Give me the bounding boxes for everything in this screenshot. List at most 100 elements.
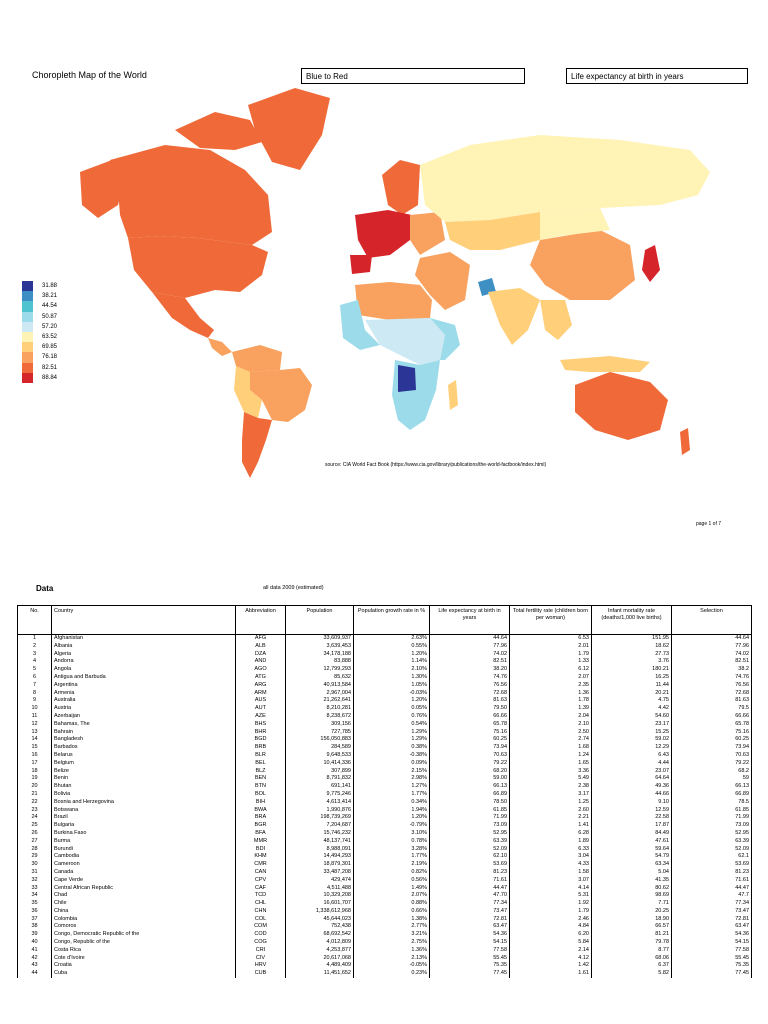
table-cell: 29 [17, 853, 52, 862]
legend-label: 57.20 [42, 323, 58, 330]
table-cell: 74.76 [671, 673, 752, 682]
table-cell: 1.30% [353, 673, 430, 682]
table-cell: 81.23 [671, 868, 752, 877]
table-cell: 10,414,336 [285, 759, 354, 768]
table-cell: 77.34 [429, 900, 510, 908]
data-note: all data 2009 (estimated) [263, 585, 324, 591]
table-cell: 180.21 [591, 666, 672, 674]
table-cell: 26 [17, 829, 52, 838]
table-cell: Argentina [51, 681, 236, 690]
table-cell: 3.07 [509, 876, 592, 885]
legend-item: 63.52 [22, 331, 57, 343]
table-cell: 1.61 [509, 970, 592, 979]
table-row: 12 Bahamas, The BHS 309,156 0.54% 65.78 2.10 23… [17, 720, 752, 729]
table-cell: 727,785 [285, 728, 354, 737]
table-cell: 36 [17, 907, 52, 916]
table-cell: 2.77% [353, 923, 430, 932]
table-row: 42 Cote d'Ivoire CIV 20,617,068 2.13% 55.45 4.… [17, 954, 752, 963]
legend-item: 88.84 [22, 372, 57, 383]
table-cell: 1.77% [353, 790, 430, 799]
legend-label: 50.87 [42, 313, 58, 320]
table-cell: Croatia [51, 962, 236, 971]
table-cell: 12,799,293 [285, 666, 354, 674]
table-cell: 74.02 [429, 650, 510, 659]
table-cell: 0.38% [353, 744, 430, 752]
column-header: Selection [671, 605, 752, 635]
table-cell: COG [235, 939, 286, 947]
table-cell: 7.71 [591, 900, 672, 908]
table-cell: 9 [17, 697, 52, 706]
table-cell: CAN [235, 868, 286, 877]
data-heading: Data [36, 584, 54, 593]
table-cell: 59.02 [591, 736, 672, 745]
table-cell: 27 [17, 837, 52, 846]
table-cell: DZA [235, 650, 286, 659]
map-region-japan [642, 245, 660, 282]
table-cell: AGO [235, 666, 286, 674]
table-cell: 8,988,091 [285, 845, 354, 854]
table-cell: 81.63 [429, 697, 510, 706]
table-cell: 9,775,246 [285, 790, 354, 799]
table-cell: 15.25 [591, 728, 672, 737]
table-row: 19 Benin BEN 8,791,832 2.98% 59.00 5.49 64.64 59 [17, 775, 752, 784]
table-cell: Andorra [51, 658, 236, 667]
table-cell: 80.62 [591, 884, 672, 893]
legend-swatch [22, 301, 33, 312]
table-cell: 1.36% [353, 946, 430, 955]
table-cell: 76.56 [671, 681, 752, 690]
table-cell: 64.64 [591, 775, 672, 784]
table-cell: AND [235, 658, 286, 667]
legend-item: 31.88 [22, 281, 58, 292]
table-cell: BEN [235, 775, 286, 784]
table-cell: KHM [235, 853, 286, 862]
table-cell: HRV [235, 962, 286, 971]
map-region-north-africa [355, 282, 432, 320]
map-region-russia [420, 135, 710, 222]
table-row: 8 Armenia ARM 2,967,004 -0.03% 72.68 1.36 20.21… [17, 689, 752, 698]
table-cell: AUS [235, 697, 286, 706]
table-cell: 0.78% [353, 837, 430, 846]
table-row: 15 Barbados BRB 284,589 0.38% 73.94 1.68 12.29 7… [17, 744, 752, 752]
table-cell: 18.90 [591, 915, 672, 924]
table-cell: 63.39 [429, 837, 510, 846]
table-cell: 4,489,409 [285, 962, 354, 971]
table-cell: 5.49 [509, 775, 592, 784]
table-row: 18 Belize BLZ 307,899 2.15% 68.20 3.36 23.07 68.… [17, 767, 752, 776]
table-cell: Burma [51, 837, 236, 846]
table-cell: 16,601,707 [285, 900, 354, 908]
table-cell: 73.47 [429, 907, 510, 916]
table-cell: BHS [235, 720, 286, 729]
map-region-west-africa [340, 300, 380, 350]
table-cell: Chile [51, 900, 236, 908]
table-row: 14 Bangladesh BGD 156,050,883 1.29% 60.25 2.74… [17, 736, 752, 745]
table-cell: 65.78 [429, 720, 510, 729]
table-cell: 23 [17, 806, 52, 815]
table-cell: 77.45 [429, 970, 510, 979]
table-cell: BGR [235, 822, 286, 830]
map-region-indonesia [560, 356, 650, 372]
table-cell: Bosnia and Herzegovina [51, 798, 236, 807]
legend-item: 76.18 [22, 352, 57, 363]
legend-item: 38.21 [22, 291, 57, 302]
table-cell: 54.79 [591, 853, 672, 862]
table-cell: 54.15 [429, 939, 510, 947]
table-cell: 2.01 [509, 642, 592, 651]
table-cell: 74.02 [671, 650, 752, 659]
table-cell: 2.75% [353, 939, 430, 947]
variable-field[interactable]: Life expectancy at birth in years [566, 68, 748, 84]
legend-label: 31.88 [42, 283, 58, 290]
column-header: Life expectancy at birth in years [429, 605, 510, 635]
table-cell: Algeria [51, 650, 236, 659]
legend-swatch [22, 372, 33, 383]
table-cell: 59.64 [591, 845, 672, 854]
table-cell: 35 [17, 900, 52, 908]
table-cell: 1.25 [509, 798, 592, 807]
table-cell: 53.69 [671, 861, 752, 869]
color-scheme-field[interactable]: Blue to Red [301, 68, 525, 84]
map-region-central-africa [365, 318, 445, 365]
table-cell: 73.09 [429, 822, 510, 830]
table-cell: 3.04 [509, 853, 592, 862]
table-cell: 40,913,584 [285, 681, 354, 690]
table-cell: 75.35 [671, 962, 752, 971]
table-cell: 47.70 [429, 892, 510, 901]
